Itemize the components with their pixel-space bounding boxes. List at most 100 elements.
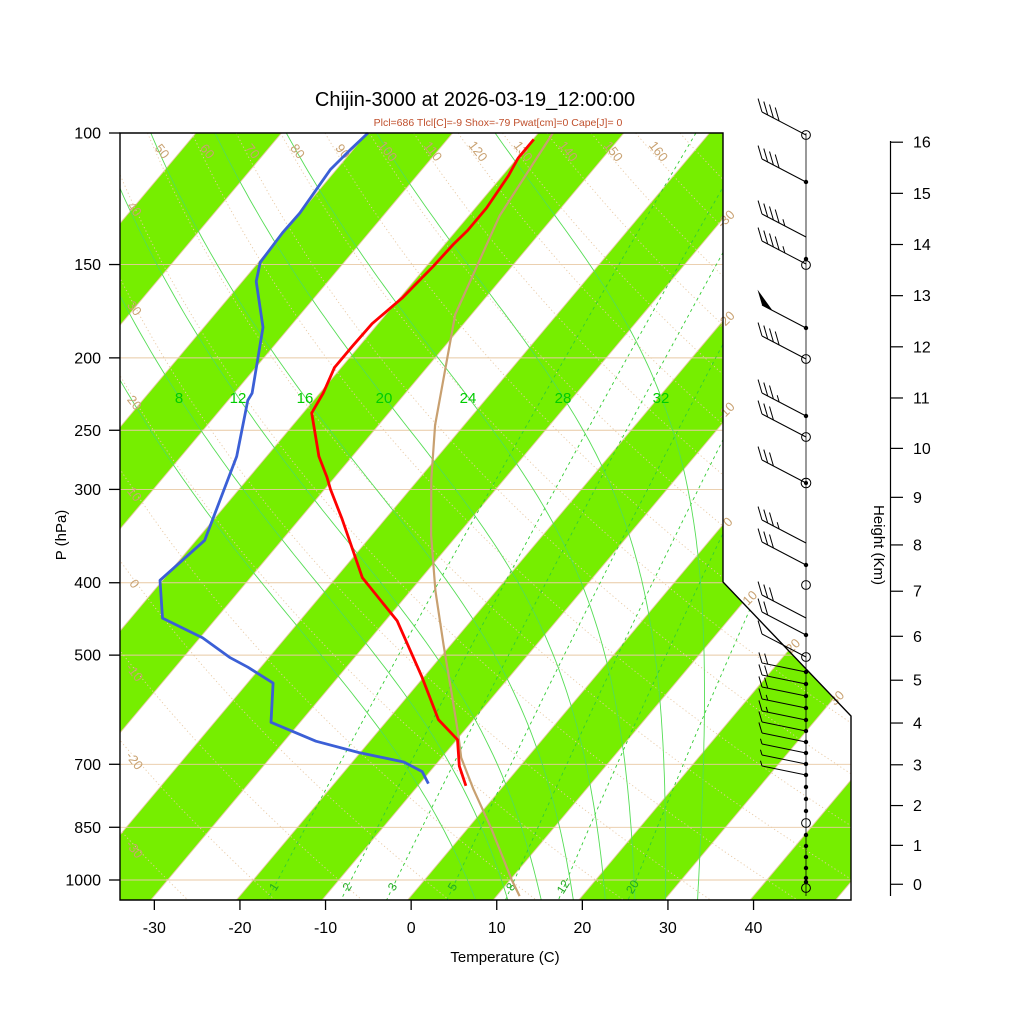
barb-half-feather [759,760,763,767]
height-tick-label: 13 [913,288,931,305]
barb-staff [761,674,807,685]
barb-feather [763,403,769,418]
barb-feather [774,236,780,251]
wind-barb [757,581,807,619]
barb-feather [757,98,763,113]
barb-feather [763,101,769,116]
barb-feather [757,620,763,635]
barb-staff [761,240,807,265]
chart-subtitle: Plcl=686 Tlcl[C]=-9 Shox=-79 Pwat[cm]=0 … [374,117,623,129]
pressure-tick-label: 500 [74,648,101,665]
chart-title: Chijin-3000 at 2026-03-19_12:00:00 [315,89,635,111]
station-circle [801,818,811,828]
isotherm-stripe [120,133,453,900]
barb-feather [764,653,769,665]
wind-barb [758,688,809,711]
height-tick-label: 7 [913,584,922,601]
barb-half-feather [765,706,769,713]
pressure-tick-label: 700 [74,757,101,774]
isotherm-line [150,133,796,900]
station-dot [803,854,809,860]
barb-feather [757,227,763,242]
mixing-ratio-label: 2 [339,880,355,893]
station-circle [801,432,811,442]
temperature-axis-title: Temperature (C) [450,949,559,966]
barb-staff [761,158,807,183]
station-circle [801,260,811,270]
barb-feather [763,449,769,464]
height-tick-label: 4 [913,716,922,733]
barb-staff [761,594,807,619]
height-tick-label: 14 [913,237,931,254]
barb-feather [763,531,769,546]
wind-barb [759,760,809,778]
station-circle [801,580,811,590]
barb-feather [769,206,774,221]
barb-feather [758,700,763,712]
barb-feather [757,400,763,415]
isotherm-line [664,133,851,900]
barb-feather [757,528,763,543]
height-tick-label: 12 [913,339,931,356]
isotherm-line [120,133,710,900]
station-dot [803,784,809,790]
dry-adiabat-left-label: -20 [123,749,146,773]
wind-barb [757,322,811,364]
wind-barb [758,711,809,734]
wind-barb [803,784,809,790]
temperature-curve [310,138,535,787]
station-circle [801,883,811,893]
wind-barb [803,865,809,871]
moist-adiabat-label: 24 [460,390,477,407]
isotherm-line [0,133,25,900]
station-dot [803,879,809,885]
pressure-tick-label: 150 [74,257,101,274]
barb-staff [761,686,807,697]
barb-feather [769,385,774,400]
barb-feather [763,325,769,340]
dry-adiabat-line [369,133,851,900]
barb-staff [761,304,807,329]
barb-staff [761,721,807,732]
wind-barb [803,843,809,849]
barb-feather [758,722,763,734]
wind-barb [757,98,811,140]
barb-feather [758,688,763,700]
dry-adiabat-left-label: 0 [126,576,142,591]
barb-feather [769,587,774,602]
barb-feather [757,581,763,596]
barb-feather [757,446,763,461]
barb-feather [769,233,774,248]
barb-staff [761,335,807,360]
station-dot [803,796,809,802]
isotherm-line [120,133,625,900]
wind-barb [801,580,811,590]
barb-staff [761,459,807,484]
pressure-tick-label: 300 [74,482,101,499]
barb-feather [769,406,774,421]
dry-adiabat-line [120,133,450,900]
barb-staff [761,743,807,754]
pressure-tick-label: 850 [74,820,101,837]
barb-feather [757,598,763,613]
barb-half-feather [776,522,780,530]
height-tick-label: 9 [913,490,922,507]
wind-barb [757,400,811,442]
moist-adiabat-line [376,133,667,900]
barb-staff [761,213,807,238]
barb-staff [761,413,807,438]
barb-feather [769,534,774,549]
barb-staff [761,111,807,136]
barb-feather [769,151,774,166]
temperature-tick-label: -30 [143,920,166,937]
isotherm-stripe [120,133,624,900]
height-tick-label: 8 [913,537,922,554]
pressure-tick-label: 250 [74,423,101,440]
height-tick-label: 3 [913,757,922,774]
barb-feather [757,379,763,394]
height-tick-label: 10 [913,441,931,458]
barb-half-feather [782,219,786,227]
barb-staff [761,765,807,776]
barb-staff [761,392,807,417]
isotherm-line [120,133,454,900]
